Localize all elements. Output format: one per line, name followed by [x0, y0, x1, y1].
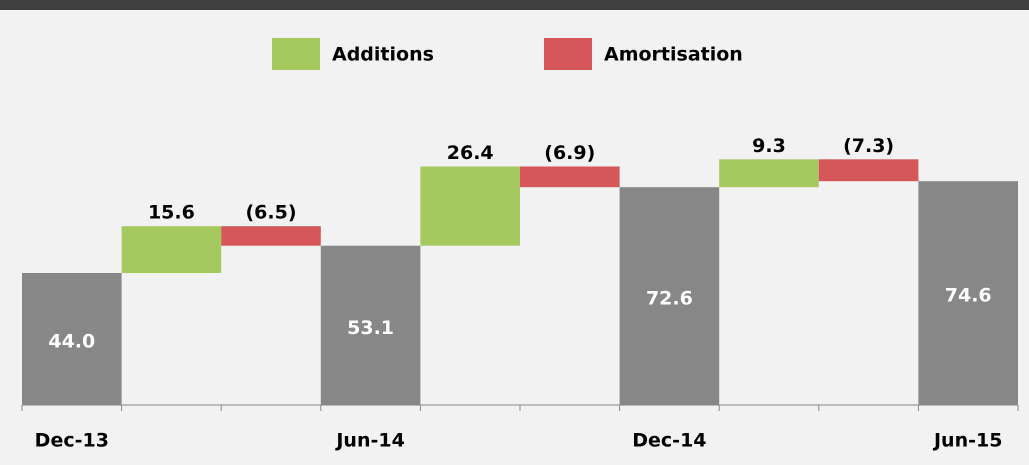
x-tick-label: Dec-14 — [632, 430, 706, 452]
x-tick-label: Jun-15 — [932, 430, 1002, 452]
addition-bar — [121, 226, 222, 273]
value-label: (6.9) — [544, 142, 595, 164]
value-label: 15.6 — [148, 202, 195, 224]
value-label: 74.6 — [945, 285, 992, 307]
x-tick-label: Dec-13 — [35, 430, 109, 452]
value-label: 26.4 — [447, 142, 494, 164]
legend-swatch — [544, 38, 592, 70]
x-tick-label: Jun-14 — [334, 430, 404, 452]
total-bar — [918, 181, 1018, 405]
total-bar — [22, 273, 122, 405]
addition-bar — [420, 166, 520, 246]
value-label: (6.5) — [245, 202, 296, 224]
amortisation-bar — [221, 226, 321, 246]
amortisation-bar — [520, 166, 620, 188]
legend-label: Additions — [332, 44, 434, 66]
value-label: 9.3 — [752, 135, 786, 157]
value-label: 72.6 — [646, 288, 693, 310]
amortisation-bar — [818, 159, 919, 182]
total-bar — [619, 187, 720, 405]
addition-bar — [719, 159, 819, 188]
legend-swatch — [272, 38, 320, 70]
legend-label: Amortisation — [604, 44, 743, 66]
title-band — [0, 0, 1029, 10]
value-label: 44.0 — [48, 331, 95, 353]
value-label: 53.1 — [347, 317, 394, 339]
total-bar — [320, 245, 421, 405]
value-label: (7.3) — [843, 135, 894, 157]
